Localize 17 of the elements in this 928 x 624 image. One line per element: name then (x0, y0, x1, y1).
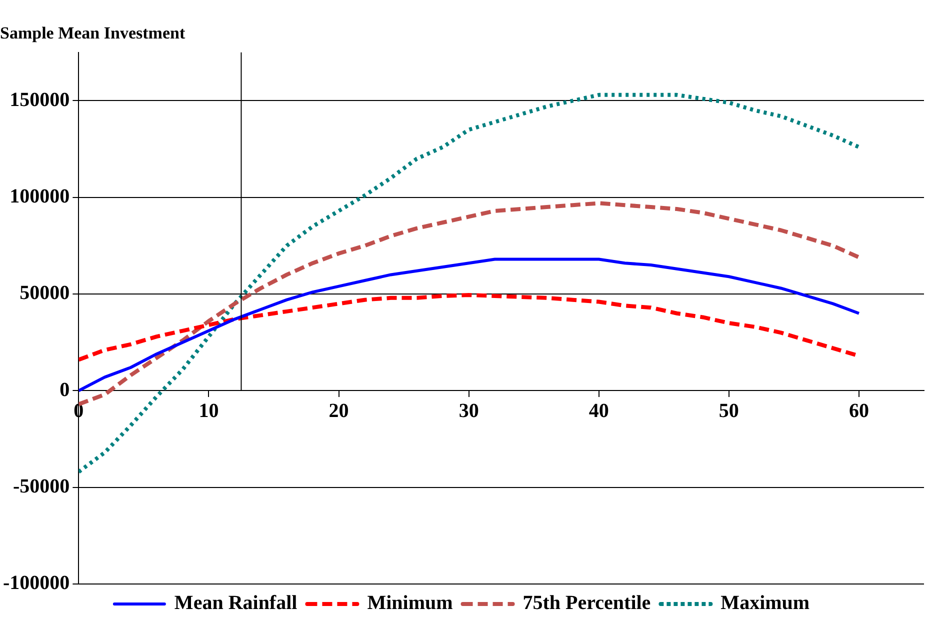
x-tick-label: 60 (848, 400, 869, 422)
x-tick-label: 30 (458, 400, 479, 422)
x-tick-label: 10 (198, 400, 219, 422)
legend-label: Minimum (367, 592, 454, 614)
x-tick-label: 50 (718, 400, 739, 422)
chart-title: Sample Mean Investment (0, 24, 186, 43)
y-tick-label: 150000 (10, 88, 70, 111)
y-tick-label: 0 (60, 378, 70, 401)
x-tick-label: 20 (328, 400, 349, 422)
legend-label: Maximum (720, 592, 810, 614)
x-tick-label: 40 (588, 400, 609, 422)
y-tick-label: 50000 (20, 282, 70, 304)
legend-label: 75th Percentile (522, 592, 651, 614)
y-tick-label: -50000 (12, 476, 70, 498)
legend-label: Mean Rainfall (174, 592, 298, 614)
y-tick-label: -100000 (2, 572, 70, 594)
y-tick-label: 100000 (10, 186, 70, 208)
